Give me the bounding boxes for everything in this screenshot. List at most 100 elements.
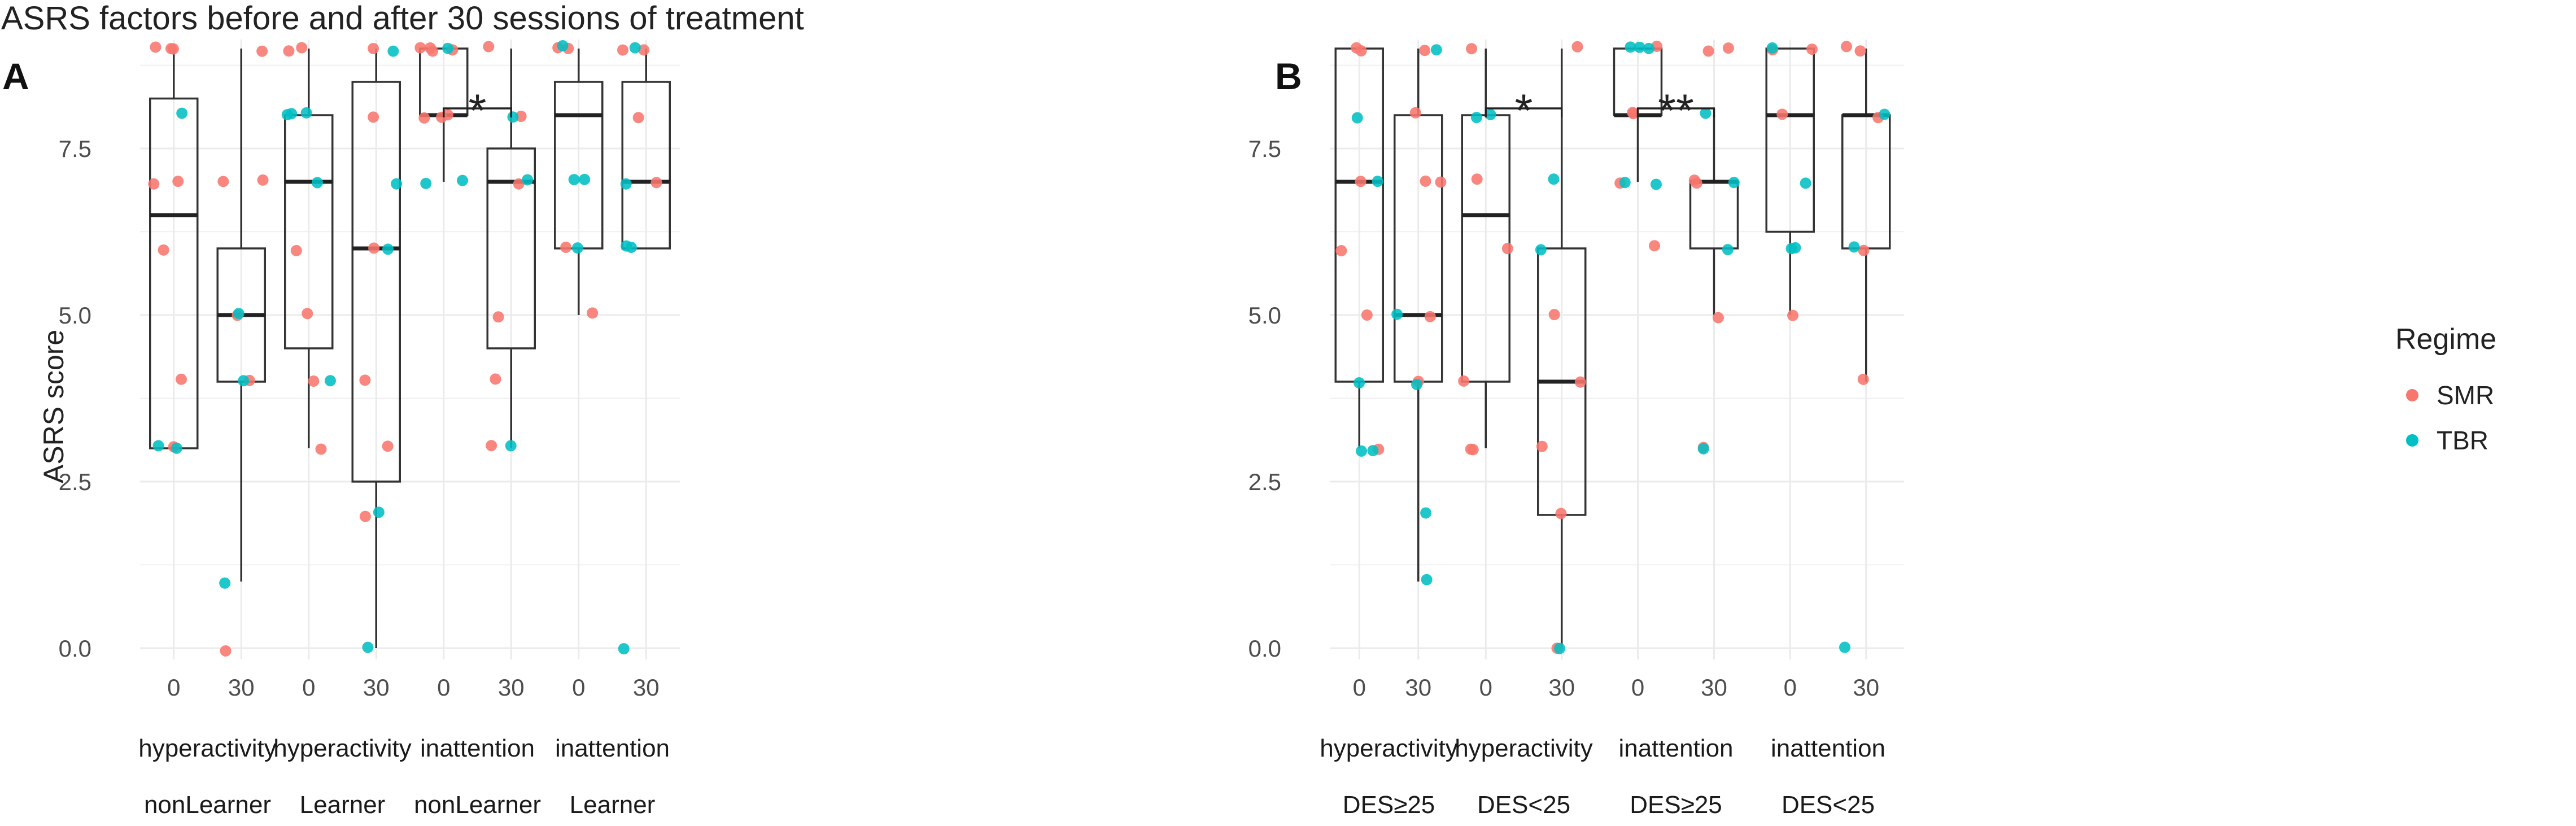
- data-point-tbr: [233, 308, 244, 320]
- y-tick-label: 2.5: [1248, 469, 1281, 495]
- data-point-tbr: [457, 174, 469, 186]
- data-point-smr: [315, 443, 327, 455]
- data-point-smr: [1467, 444, 1479, 456]
- significance-label: *: [469, 85, 487, 137]
- facet-group-label: nonLearner: [414, 791, 541, 819]
- data-point-smr: [220, 645, 232, 657]
- data-point-smr: [1702, 45, 1714, 57]
- box-iqr: [621, 81, 671, 250]
- plot-layer: A0.02.55.07.50 30hyperactivitynonLearner0…: [2, 40, 1904, 819]
- significance-label: *: [1515, 85, 1533, 137]
- data-point-tbr: [1351, 112, 1363, 124]
- panel-label: B: [1275, 55, 1302, 97]
- data-point-smr: [1536, 440, 1548, 452]
- significance-bracket: [1485, 107, 1563, 117]
- data-point-tbr: [1766, 42, 1778, 54]
- data-point-smr: [1574, 376, 1586, 388]
- data-point-smr: [436, 111, 448, 123]
- y-tick-label: 0.0: [59, 635, 91, 662]
- data-point-tbr: [1356, 445, 1368, 457]
- data-point-smr: [1361, 309, 1373, 321]
- box-iqr: [486, 147, 536, 349]
- facet-group-label: Learner: [300, 791, 386, 819]
- y-tick-label: 7.5: [59, 136, 91, 162]
- data-point-smr: [257, 174, 269, 186]
- legend-label-smr: SMR: [2437, 381, 2494, 410]
- facet-factor-label: hyperactivity: [1455, 735, 1593, 762]
- data-point-tbr: [1535, 244, 1547, 256]
- data-point-tbr: [362, 641, 374, 653]
- data-point-tbr: [1848, 241, 1860, 253]
- data-point-tbr: [1421, 574, 1433, 585]
- data-point-smr: [1691, 177, 1702, 189]
- data-point-smr: [283, 45, 295, 57]
- data-point-tbr: [557, 40, 569, 52]
- box-iqr: [351, 81, 401, 483]
- facet-group-label: DES≥25: [1343, 791, 1435, 819]
- data-point-smr: [368, 242, 380, 254]
- facet-hyperactivity-DES<25: 0 30 hyperactivity DES<25: [1448, 40, 1600, 819]
- x-tick-label: 0: [302, 674, 315, 701]
- data-point-smr: [302, 308, 313, 320]
- data-point-tbr: [281, 109, 293, 121]
- x-tick-label: 30: [1548, 674, 1575, 701]
- x-tick-label: 0: [167, 674, 180, 701]
- facet-factor-label: inattention: [420, 735, 535, 762]
- legend-key-smr: [2406, 389, 2418, 401]
- data-point-tbr: [1728, 177, 1740, 189]
- facet-group-label: DES<25: [1477, 791, 1570, 819]
- data-point-tbr: [507, 111, 519, 123]
- data-point-smr: [560, 241, 572, 253]
- data-point-smr: [483, 41, 495, 53]
- x-tick-label: 0: [1479, 674, 1492, 701]
- x-tick-label: 0: [437, 674, 450, 701]
- data-point-smr: [1420, 175, 1431, 187]
- data-point-smr: [1722, 42, 1734, 54]
- data-point-tbr: [1367, 445, 1379, 457]
- legend: Regime SMR TBR: [2395, 323, 2496, 455]
- facet-group-label: nonLearner: [144, 791, 271, 819]
- data-point-tbr: [579, 173, 591, 185]
- data-point-smr: [158, 244, 169, 256]
- data-point-smr: [1419, 45, 1431, 56]
- data-point-tbr: [629, 42, 641, 54]
- data-point-tbr: [1650, 178, 1662, 190]
- data-point-smr: [1854, 45, 1866, 57]
- data-point-tbr: [1839, 641, 1851, 653]
- data-point-tbr: [1700, 107, 1711, 119]
- y-tick-label: 7.5: [1248, 136, 1281, 162]
- data-point-tbr: [618, 643, 630, 655]
- data-point-tbr: [1625, 41, 1636, 53]
- data-point-smr: [1712, 312, 1724, 324]
- data-point-smr: [296, 42, 308, 54]
- data-point-smr: [1648, 240, 1660, 252]
- facet-factor-label: inattention: [1771, 735, 1885, 762]
- chart-title: ASRS factors before and after 30 session…: [1, 0, 804, 37]
- data-point-smr: [1841, 41, 1853, 53]
- data-point-smr: [490, 373, 501, 385]
- data-point-smr: [1857, 373, 1869, 385]
- data-point-smr: [1355, 176, 1366, 187]
- data-point-tbr: [1789, 242, 1801, 254]
- facet-factor-label: inattention: [1618, 735, 1733, 762]
- facet-group-label: Learner: [570, 791, 656, 819]
- data-point-tbr: [382, 243, 394, 255]
- facet-inattention-DES<25: 0 30 inattention DES<25: [1752, 40, 1904, 819]
- data-point-smr: [427, 45, 439, 57]
- panel-b: B 0.0 2.5 5.0 7.5 0 30 hyperactivity DES≥25 0 30 hy…: [1248, 40, 1904, 819]
- y-tick-label: 0.0: [1248, 635, 1281, 662]
- x-tick-label: 30: [1405, 674, 1431, 701]
- data-point-tbr: [300, 107, 312, 119]
- data-point-tbr: [1619, 177, 1631, 189]
- facet-inattention-nonLearner: 0 30 inattention nonLearner: [410, 40, 545, 819]
- x-tick-label: 30: [1701, 674, 1727, 701]
- data-point-smr: [1409, 107, 1421, 119]
- data-point-smr: [1335, 244, 1347, 256]
- facet-inattention-DES≥25: 0 30 inattention DES≥25: [1600, 40, 1752, 819]
- data-point-smr: [1466, 43, 1478, 55]
- data-point-tbr: [1643, 42, 1655, 54]
- facet-factor-label: hyperactivity: [273, 735, 412, 762]
- y-tick-label: 5.0: [1248, 302, 1281, 329]
- y-tick-label: 2.5: [59, 469, 91, 495]
- data-point-tbr: [420, 177, 432, 189]
